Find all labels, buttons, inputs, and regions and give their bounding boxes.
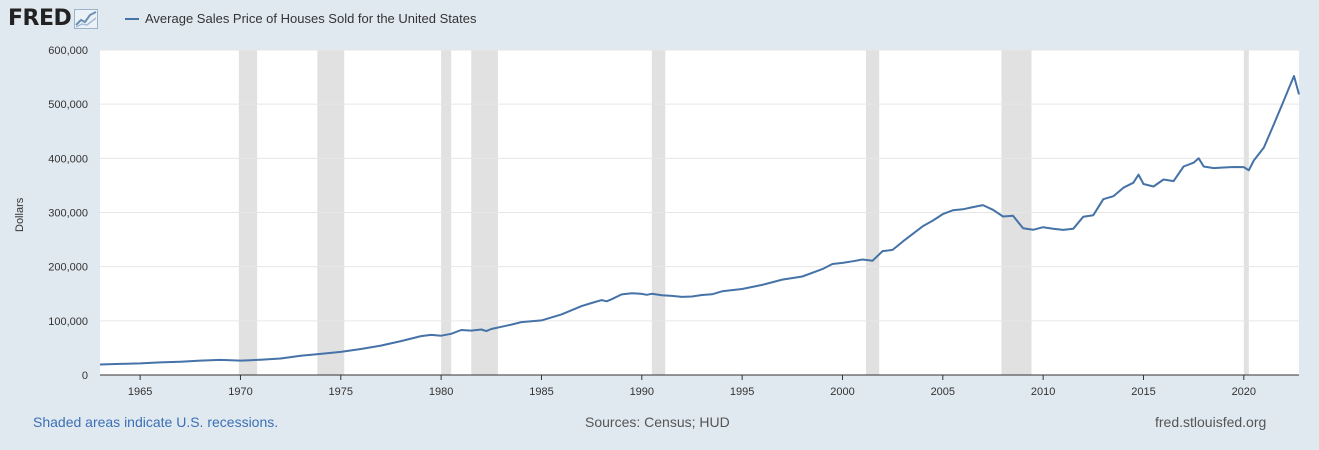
legend-label: Average Sales Price of Houses Sold for t… xyxy=(145,11,477,26)
line-chart: 0 100,000 200,000 300,000 400,000 500,000 600,… xyxy=(48,45,1300,398)
x-tick-label: 1990 xyxy=(630,386,654,398)
y-tick-label: 0 xyxy=(82,370,88,382)
x-tick-label: 2020 xyxy=(1232,386,1256,398)
x-tick-label: 1970 xyxy=(228,386,252,398)
x-tick-label: 2015 xyxy=(1131,386,1155,398)
y-tick-label: 100,000 xyxy=(48,316,88,328)
x-tick-label: 1965 xyxy=(128,386,152,398)
x-tick-label: 1980 xyxy=(429,386,453,398)
legend-swatch xyxy=(125,17,139,20)
site-link[interactable]: fred.stlouisfed.org xyxy=(1155,414,1267,430)
fred-logo[interactable]: FRED xyxy=(8,6,99,31)
trend-graph-icon xyxy=(74,8,99,29)
y-tick-label: 200,000 xyxy=(48,262,88,274)
chart-legend: Average Sales Price of Houses Sold for t… xyxy=(125,11,476,26)
sources-text: Sources: Census; HUD xyxy=(585,414,730,430)
series-line xyxy=(99,75,1300,366)
x-tick-label: 2000 xyxy=(830,386,854,398)
recession-note-link[interactable]: Shaded areas indicate U.S. recessions. xyxy=(33,414,279,430)
y-tick-label: 300,000 xyxy=(48,208,88,220)
x-tick-label: 2010 xyxy=(1031,386,1055,398)
fred-logo-text: FRED xyxy=(8,6,72,31)
x-tick-label: 1995 xyxy=(730,386,754,398)
y-tick-label: 600,000 xyxy=(48,45,88,57)
y-tick-label: 400,000 xyxy=(48,153,88,165)
y-tick-label: 500,000 xyxy=(48,99,88,111)
x-tick-label: 1975 xyxy=(329,386,353,398)
x-tick-label: 1985 xyxy=(529,386,553,398)
x-tick-label: 2005 xyxy=(931,386,955,398)
